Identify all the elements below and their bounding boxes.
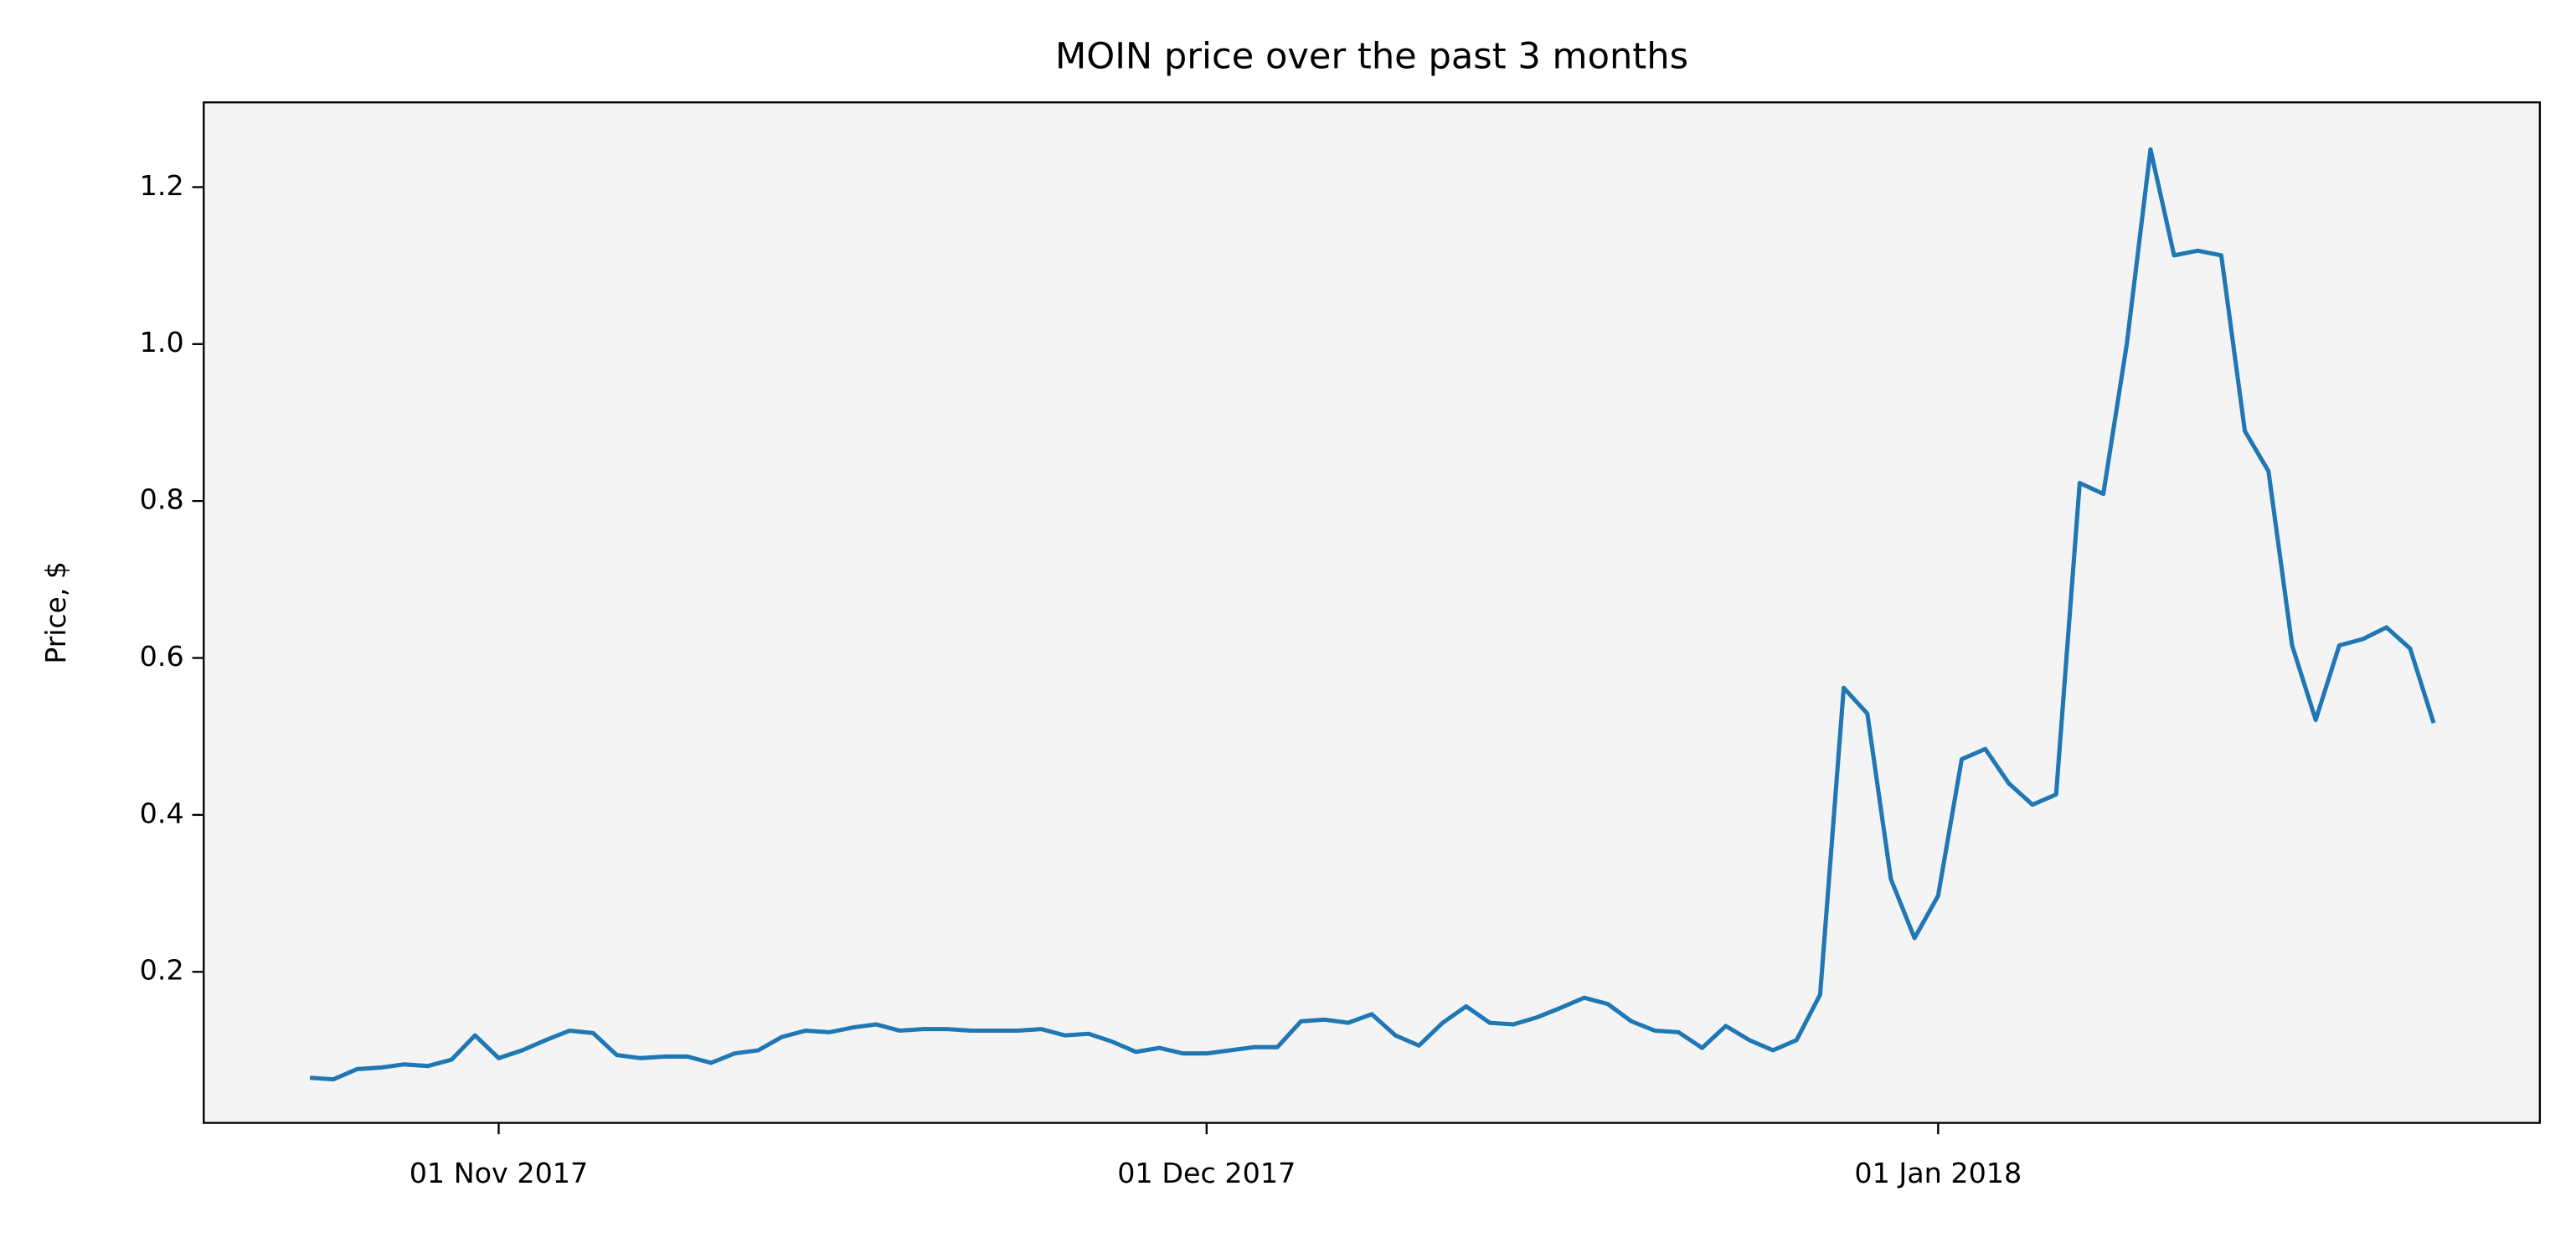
- y-tick-label: 0.2: [140, 954, 184, 987]
- price-line: [309, 147, 2436, 1082]
- y-tick-label: 0.8: [140, 483, 184, 516]
- y-tick-label: 1.2: [140, 169, 184, 202]
- y-tick-label: 1.0: [140, 326, 184, 358]
- y-tick-label: 0.6: [140, 640, 184, 673]
- y-axis-label: Price, $: [39, 561, 72, 663]
- y-tick-label: 0.4: [140, 797, 184, 830]
- x-tick-label: 01 Nov 2017: [410, 1157, 589, 1189]
- x-tick-label: 01 Jan 2018: [1854, 1157, 2022, 1189]
- plot-area: [204, 102, 2540, 1123]
- chart-title: MOIN price over the past 3 months: [1055, 35, 1688, 77]
- x-tick-label: 01 Dec 2017: [1117, 1157, 1296, 1189]
- plot-frame: [203, 101, 2542, 1124]
